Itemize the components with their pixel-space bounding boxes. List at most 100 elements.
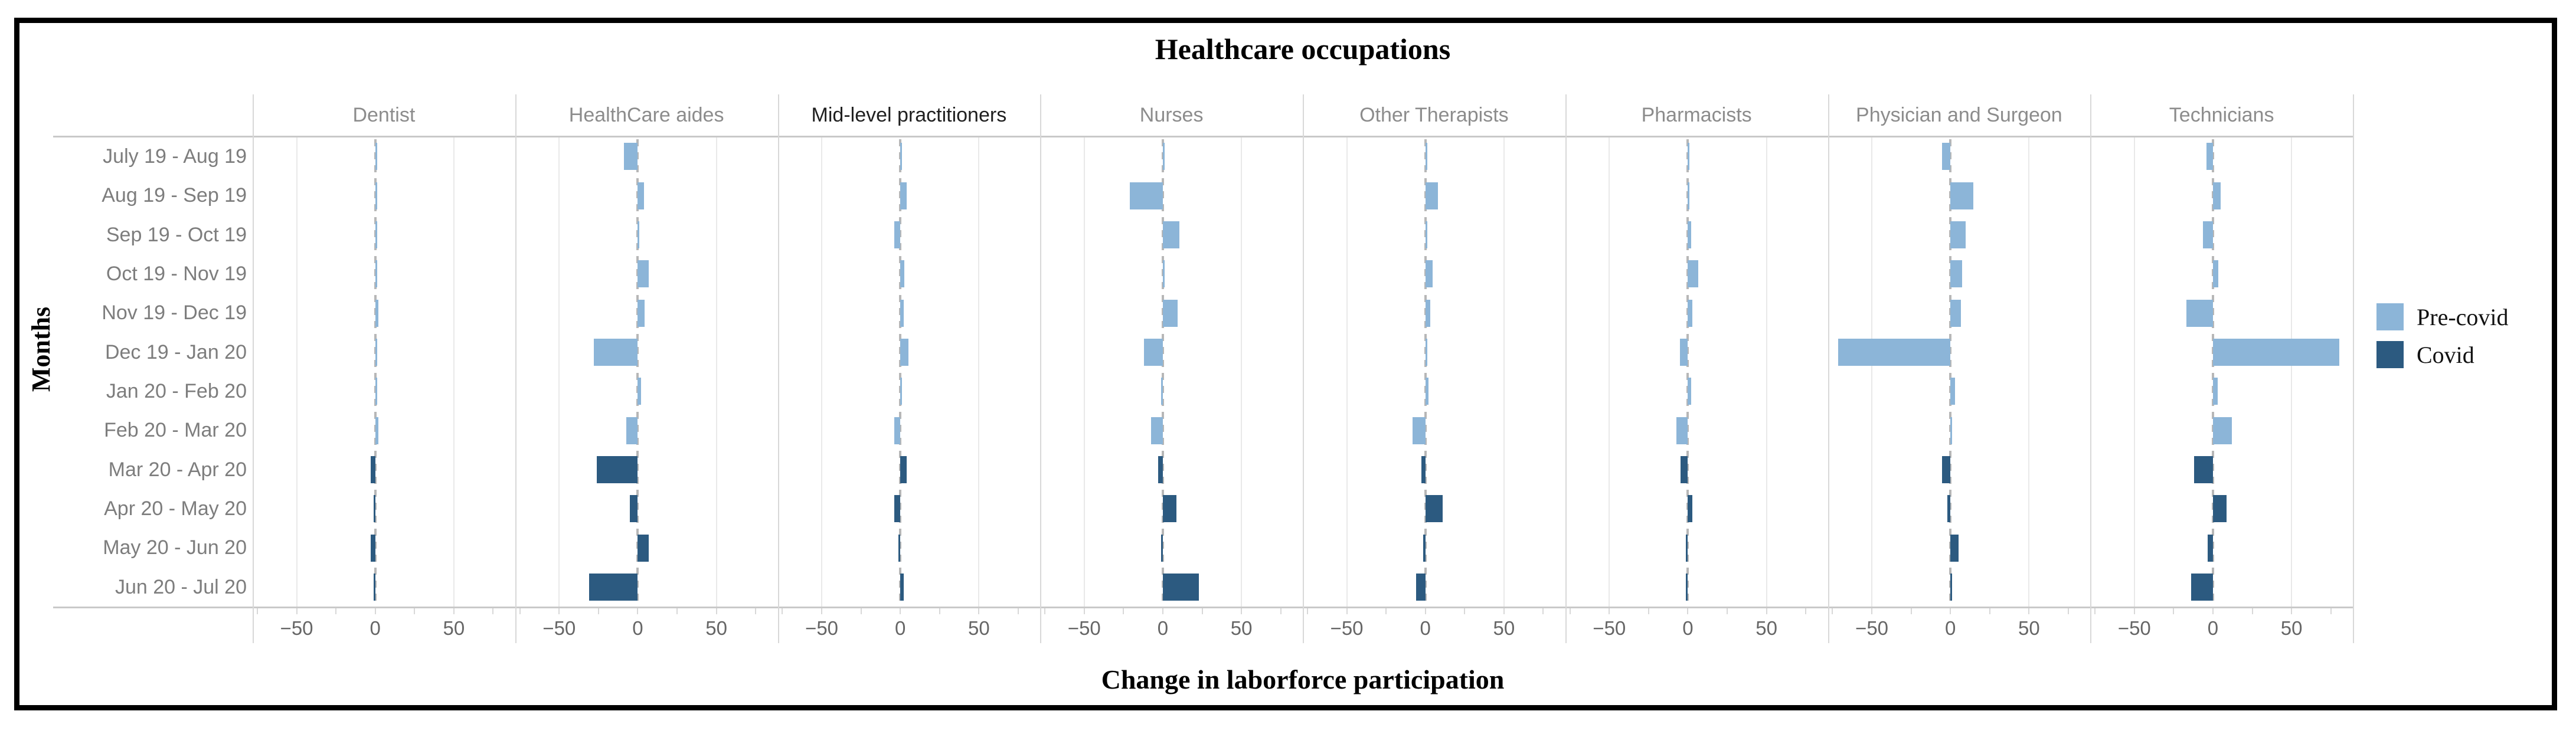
bar[interactable] <box>1425 182 1439 209</box>
bar[interactable] <box>1144 338 1163 366</box>
bar[interactable] <box>900 378 903 405</box>
gridline <box>2133 137 2135 607</box>
bar[interactable] <box>375 299 379 327</box>
bar[interactable] <box>894 495 901 523</box>
bar[interactable] <box>1425 495 1443 523</box>
bar[interactable] <box>1947 495 1951 523</box>
bar[interactable] <box>1950 260 1963 288</box>
bar[interactable] <box>1941 456 1951 483</box>
bar[interactable] <box>900 143 903 171</box>
bar[interactable] <box>623 143 638 171</box>
bar[interactable] <box>898 534 901 562</box>
bar[interactable] <box>900 338 908 366</box>
bar[interactable] <box>2202 221 2213 248</box>
bar[interactable] <box>638 299 645 327</box>
bar[interactable] <box>370 456 375 483</box>
bar[interactable] <box>1950 378 1956 405</box>
bar[interactable] <box>375 221 377 248</box>
bar[interactable] <box>375 260 377 288</box>
bar[interactable] <box>630 495 638 523</box>
bar[interactable] <box>900 260 904 288</box>
bar[interactable] <box>1681 456 1688 483</box>
bar[interactable] <box>370 534 375 562</box>
bar[interactable] <box>2212 378 2218 405</box>
bar[interactable] <box>1688 299 1693 327</box>
bar[interactable] <box>1941 143 1951 171</box>
bar[interactable] <box>1950 221 1966 248</box>
bar[interactable] <box>375 378 377 405</box>
bar[interactable] <box>894 221 901 248</box>
bar[interactable] <box>1423 534 1426 562</box>
bar[interactable] <box>1162 299 1178 327</box>
bar[interactable] <box>597 456 638 483</box>
bar[interactable] <box>1413 417 1426 444</box>
bar[interactable] <box>638 260 649 288</box>
bar[interactable] <box>894 417 901 444</box>
bar[interactable] <box>1162 260 1165 288</box>
bar[interactable] <box>1950 573 1953 601</box>
bar[interactable] <box>900 299 904 327</box>
bar[interactable] <box>626 417 638 444</box>
bar[interactable] <box>373 495 375 523</box>
bar[interactable] <box>1950 417 1953 444</box>
bar[interactable] <box>375 338 377 366</box>
bar[interactable] <box>2212 338 2340 366</box>
bar[interactable] <box>2212 495 2227 523</box>
bar[interactable] <box>1680 338 1688 366</box>
bar[interactable] <box>373 573 375 601</box>
bar[interactable] <box>1425 143 1427 171</box>
bar[interactable] <box>2194 456 2213 483</box>
bar[interactable] <box>1688 182 1690 209</box>
bar[interactable] <box>1686 573 1688 601</box>
bar[interactable] <box>1425 338 1427 366</box>
bar[interactable] <box>1162 143 1165 171</box>
bar[interactable] <box>1151 417 1163 444</box>
axis-tick <box>453 607 455 614</box>
bar[interactable] <box>1838 338 1951 366</box>
bar[interactable] <box>2186 299 2213 327</box>
bar[interactable] <box>589 573 638 601</box>
bar[interactable] <box>1425 299 1430 327</box>
bar[interactable] <box>375 417 379 444</box>
bar[interactable] <box>1950 299 1961 327</box>
bar[interactable] <box>1162 495 1176 523</box>
bar[interactable] <box>1158 456 1163 483</box>
bar[interactable] <box>1425 378 1429 405</box>
bar[interactable] <box>2207 534 2213 562</box>
bar[interactable] <box>1130 182 1163 209</box>
bar[interactable] <box>1160 534 1163 562</box>
bar[interactable] <box>2212 182 2221 209</box>
bar[interactable] <box>1686 534 1688 562</box>
bar[interactable] <box>1416 573 1426 601</box>
bar[interactable] <box>2212 260 2219 288</box>
bar[interactable] <box>1162 573 1199 601</box>
bar[interactable] <box>1688 143 1690 171</box>
legend-item-precovid[interactable]: Pre-covid <box>2376 301 2571 333</box>
bar[interactable] <box>593 338 638 366</box>
bar[interactable] <box>2212 417 2232 444</box>
bar[interactable] <box>1421 456 1426 483</box>
bar[interactable] <box>1425 260 1433 288</box>
bar[interactable] <box>1160 378 1163 405</box>
bar[interactable] <box>375 143 377 171</box>
bar[interactable] <box>900 573 904 601</box>
bar[interactable] <box>1162 221 1179 248</box>
bar[interactable] <box>2191 573 2213 601</box>
bar[interactable] <box>375 182 377 209</box>
bar[interactable] <box>900 182 907 209</box>
bar[interactable] <box>638 378 641 405</box>
bar[interactable] <box>638 221 640 248</box>
bar[interactable] <box>1950 534 1959 562</box>
bar[interactable] <box>638 182 645 209</box>
legend-item-covid[interactable]: Covid <box>2376 339 2571 371</box>
bar[interactable] <box>1950 182 1973 209</box>
bar[interactable] <box>1688 260 1698 288</box>
bar[interactable] <box>1688 495 1693 523</box>
bar[interactable] <box>2206 143 2213 171</box>
bar[interactable] <box>638 534 649 562</box>
bar[interactable] <box>1425 221 1427 248</box>
bar[interactable] <box>1688 221 1691 248</box>
bar[interactable] <box>1676 417 1688 444</box>
bar[interactable] <box>900 456 907 483</box>
bar[interactable] <box>1688 378 1691 405</box>
